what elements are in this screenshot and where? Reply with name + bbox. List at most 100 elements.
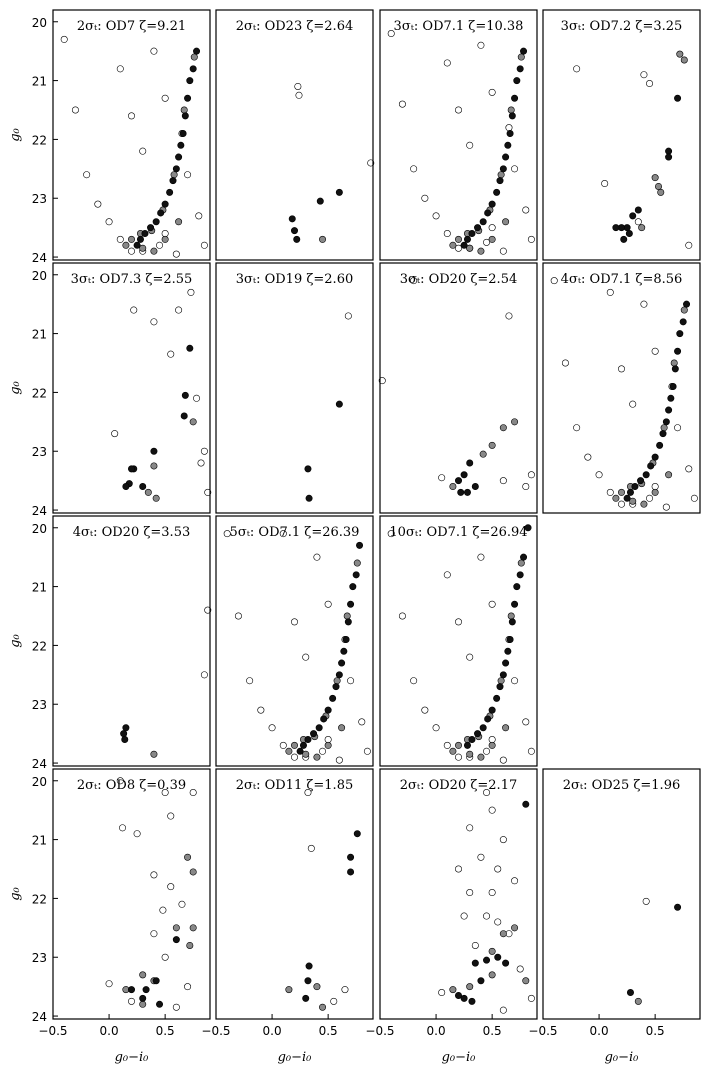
point <box>128 465 136 473</box>
panel <box>216 10 373 260</box>
point <box>204 606 212 614</box>
point <box>387 530 395 538</box>
point <box>617 488 625 496</box>
point <box>685 465 693 473</box>
point <box>443 741 451 749</box>
panel <box>380 10 537 260</box>
x-tick-label: 0.5 <box>319 1024 338 1038</box>
point <box>130 306 138 314</box>
point <box>477 977 485 985</box>
point <box>659 430 667 438</box>
point <box>150 247 158 255</box>
point <box>122 483 130 491</box>
point <box>156 241 164 249</box>
x-tick-label: 0.0 <box>427 1024 446 1038</box>
point <box>651 453 659 461</box>
panel-title: 3σₜ: OD19 ζ=2.60 <box>236 272 354 287</box>
point <box>296 747 304 755</box>
point <box>629 497 637 505</box>
panel-frame <box>52 262 211 514</box>
point <box>133 241 141 249</box>
point <box>234 612 242 620</box>
point <box>463 741 471 749</box>
point <box>679 318 687 326</box>
point <box>302 994 310 1002</box>
point <box>646 80 654 88</box>
point <box>454 477 462 485</box>
panel-title: 2σₜ: OD7 ζ=9.21 <box>77 19 186 34</box>
point <box>363 747 371 755</box>
point <box>516 65 524 73</box>
point <box>324 706 332 714</box>
point <box>144 488 152 496</box>
panel-frame <box>379 262 538 514</box>
point <box>139 483 147 491</box>
panel-title: 2σₜ: OD20 ζ=2.17 <box>400 778 518 793</box>
point <box>488 441 496 449</box>
panel-frame <box>52 515 211 767</box>
point <box>139 244 147 252</box>
point <box>483 747 491 755</box>
point <box>640 300 648 308</box>
point <box>335 671 343 679</box>
point <box>460 994 468 1002</box>
point <box>169 177 177 185</box>
point <box>629 400 637 408</box>
point <box>454 106 462 114</box>
point <box>180 412 188 420</box>
point <box>504 647 512 655</box>
point <box>324 741 332 749</box>
point <box>494 865 502 873</box>
point <box>367 159 375 167</box>
point <box>474 730 482 738</box>
point <box>189 418 197 426</box>
point <box>398 612 406 620</box>
point <box>175 153 183 161</box>
point <box>638 224 646 232</box>
point <box>471 483 479 491</box>
y-tick-label: 21 <box>32 328 47 342</box>
point <box>335 756 343 764</box>
point <box>304 465 312 473</box>
point <box>457 488 465 496</box>
point <box>290 753 298 761</box>
point <box>601 180 609 188</box>
x-axis-label: g₀−i₀ <box>115 1050 150 1065</box>
point <box>527 747 535 755</box>
point <box>139 1000 147 1008</box>
point <box>651 347 659 355</box>
panel-title: 3σₜ: OD7.2 ζ=3.25 <box>561 19 683 34</box>
point <box>347 677 355 685</box>
point <box>172 1003 180 1011</box>
point <box>330 997 338 1005</box>
point <box>128 112 136 120</box>
point <box>161 235 169 243</box>
y-tick-label: 22 <box>32 386 47 400</box>
point <box>200 447 208 455</box>
point <box>646 494 654 502</box>
point <box>178 900 186 908</box>
y-tick-label: 22 <box>32 892 47 906</box>
point <box>161 94 169 102</box>
point <box>319 235 327 243</box>
point <box>313 753 321 761</box>
point <box>513 77 521 85</box>
point <box>483 238 491 246</box>
point <box>511 165 519 173</box>
point <box>505 312 513 320</box>
panel-frame <box>52 9 211 261</box>
point <box>421 194 429 202</box>
point <box>466 750 474 758</box>
point <box>290 618 298 626</box>
point <box>122 724 130 732</box>
point <box>307 844 315 852</box>
point <box>667 394 675 402</box>
point <box>508 618 516 626</box>
point <box>279 530 287 538</box>
point <box>159 906 167 914</box>
point <box>150 47 158 55</box>
point <box>454 753 462 761</box>
panel-title: 3σₜ: OD7.1 ζ=10.38 <box>394 19 524 34</box>
point <box>128 986 136 994</box>
y-tick-label: 22 <box>32 639 47 653</box>
